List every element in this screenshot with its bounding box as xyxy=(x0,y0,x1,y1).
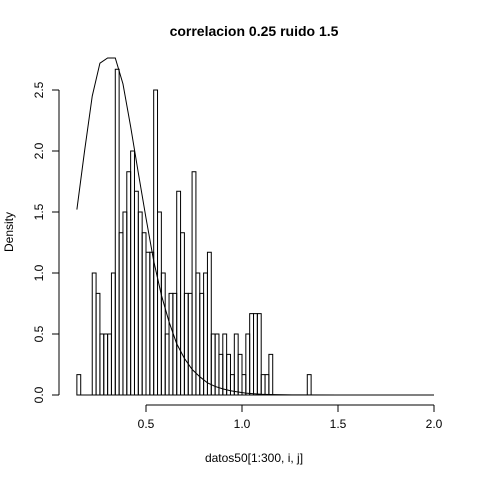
histogram-bar xyxy=(160,272,166,396)
histogram-bar xyxy=(95,292,101,396)
histogram-bar xyxy=(206,251,212,396)
histogram-bar xyxy=(103,333,109,396)
histogram-bar xyxy=(253,313,258,396)
histogram-bar xyxy=(164,333,170,396)
y-tick-label: 2.0 xyxy=(32,142,46,159)
histogram-bar xyxy=(183,292,189,396)
histogram-bar xyxy=(249,313,255,396)
histogram-bar xyxy=(203,272,208,396)
histogram-bar xyxy=(126,171,132,396)
histogram-bar xyxy=(118,232,124,396)
histogram-bar xyxy=(191,171,197,396)
x-tick-label: 1.0 xyxy=(234,417,251,431)
y-tick-label: 1.0 xyxy=(32,264,46,281)
y-tick-label: 0.0 xyxy=(32,386,46,403)
histogram-bar xyxy=(145,251,151,396)
histogram-bar xyxy=(110,272,116,396)
x-axis: 0.5 1.0 1.5 2.0 xyxy=(138,404,443,431)
histogram-bar xyxy=(107,333,112,396)
histogram-bar xyxy=(241,374,247,396)
histogram-bar xyxy=(180,232,185,396)
histogram-bar xyxy=(157,211,162,396)
histogram-bar xyxy=(264,374,270,396)
y-tick-label: 0.5 xyxy=(32,325,46,342)
y-axis-label: Density xyxy=(2,212,16,252)
histogram-bar xyxy=(306,374,312,396)
histogram-bar xyxy=(130,150,135,396)
histogram-bar xyxy=(122,211,128,396)
x-tick-label: 2.0 xyxy=(426,417,443,431)
histogram-bar xyxy=(222,333,228,396)
y-tick-label: 2.5 xyxy=(32,81,46,98)
histogram-bar xyxy=(214,333,220,396)
histogram-bar xyxy=(226,353,231,396)
histogram-bar xyxy=(168,292,174,396)
y-axis: 0.0 0.5 1.0 1.5 2.0 2.5 xyxy=(32,81,60,403)
histogram-bar xyxy=(176,190,182,396)
histogram-bar xyxy=(260,374,266,396)
chart-title: correlacion 0.25 ruido 1.5 xyxy=(170,23,339,39)
histogram-bar xyxy=(133,190,139,396)
histogram-bar xyxy=(99,333,105,396)
histogram-bar xyxy=(91,272,97,396)
histogram-bar xyxy=(229,374,235,396)
histogram-bar xyxy=(172,292,178,396)
histogram-bar xyxy=(237,353,243,396)
histogram-bar xyxy=(149,251,155,396)
histogram-bar xyxy=(153,89,159,396)
x-tick-label: 1.5 xyxy=(330,417,347,431)
histogram-bar xyxy=(268,353,274,396)
histogram-bar xyxy=(245,333,251,396)
x-tick-label: 0.5 xyxy=(138,417,155,431)
histogram-bar xyxy=(137,211,143,396)
histogram-bar xyxy=(233,333,239,396)
y-tick-label: 1.5 xyxy=(32,203,46,220)
x-axis-label: datos50[1:300, i, j] xyxy=(205,451,303,465)
density-curve xyxy=(76,57,434,396)
histogram-bar xyxy=(114,68,120,396)
histogram-bar xyxy=(256,313,262,396)
histogram-bars xyxy=(76,68,434,396)
histogram-bar xyxy=(76,374,82,396)
histogram-bar xyxy=(187,292,193,396)
histogram-bar xyxy=(141,232,147,396)
